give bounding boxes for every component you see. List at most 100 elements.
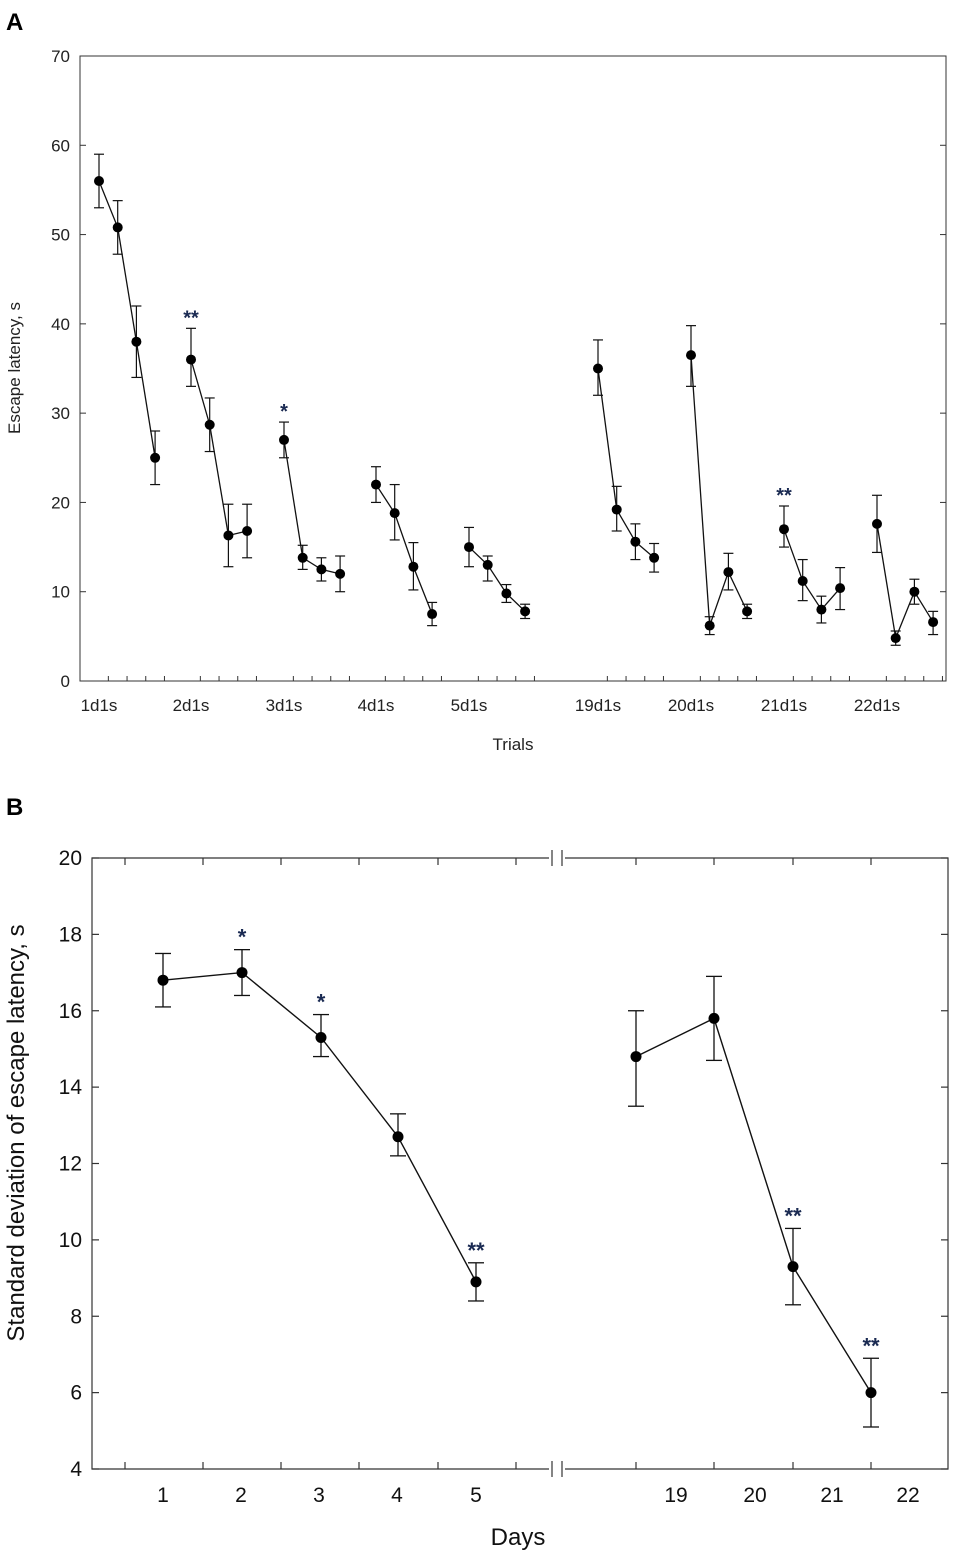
panel-b-series: ********: [155, 925, 880, 1428]
x-tick-label: 20d1s: [668, 696, 714, 715]
panel-a-y-axis-title: Escape latency, s: [5, 302, 24, 434]
data-point: [470, 1276, 482, 1288]
data-point: [890, 633, 901, 644]
data-point: [223, 530, 234, 541]
series-line-22d1s: [876, 523, 934, 641]
x-tick-label: 22: [896, 1484, 919, 1507]
x-tick-label: 5: [470, 1484, 482, 1507]
x-tick-label: 1: [157, 1484, 169, 1507]
data-point: [865, 1387, 877, 1399]
data-point: [157, 974, 169, 986]
panel-b-y-axis-title: Standard deviation of escape latency, s: [3, 924, 30, 1341]
y-tick-label: 30: [51, 404, 70, 423]
significance-mark: *: [317, 990, 326, 1015]
significance-mark: **: [784, 1203, 802, 1228]
panel-b-x-axis-title: Days: [491, 1524, 546, 1551]
data-point: [316, 564, 327, 575]
x-tick-label: 2: [235, 1484, 247, 1507]
y-tick-label: 16: [59, 1000, 82, 1023]
x-tick-label: 21d1s: [761, 696, 807, 715]
data-point: [593, 363, 603, 374]
data-point: [408, 561, 419, 572]
series-line-2d1s: [190, 359, 248, 537]
data-point: [150, 452, 161, 463]
data-point: [427, 609, 438, 620]
data-point: [464, 542, 474, 553]
data-point: [816, 604, 827, 615]
data-point: [482, 559, 493, 570]
series-line-1d1s: [98, 180, 156, 458]
data-point: [686, 350, 696, 361]
data-point: [389, 508, 400, 519]
data-point: [742, 606, 753, 617]
data-point: [630, 1051, 642, 1063]
panel-b-plot-frame: [91, 857, 949, 1470]
data-point: [708, 1012, 720, 1024]
significance-mark: **: [776, 485, 792, 507]
panel-a: A Trials Escape latency, s 0 10 20 30 40 50 60…: [5, 9, 947, 754]
y-tick-label: 20: [51, 493, 70, 512]
series-line-3d1s: [283, 439, 341, 575]
series-line-19d1s: [597, 368, 655, 559]
x-tick-label: 3d1s: [266, 696, 303, 715]
significance-mark: **: [862, 1333, 880, 1358]
data-point: [371, 479, 381, 490]
data-point: [242, 526, 253, 536]
x-tick-label: 20: [743, 1484, 766, 1507]
y-tick-label: 70: [51, 47, 70, 66]
data-point: [315, 1031, 327, 1043]
data-point: [872, 518, 882, 529]
data-point: [787, 1261, 799, 1273]
data-point: [611, 504, 622, 515]
panel-b: B Days Standard deviation of escape late…: [3, 794, 949, 1551]
data-point: [112, 222, 123, 233]
y-tick-label: 12: [59, 1153, 82, 1176]
x-tick-label: 4d1s: [358, 696, 395, 715]
significance-mark: **: [183, 307, 199, 329]
data-point: [501, 588, 512, 599]
y-tick-label: 0: [61, 672, 70, 691]
series-line-segment-2: [635, 1017, 872, 1393]
panel-b-x-ticks: 1 2 3 4 5 19 20 21 22: [124, 858, 920, 1507]
y-tick-label: 50: [51, 226, 70, 245]
y-tick-label: 60: [51, 136, 70, 155]
series-line-21d1s: [783, 528, 841, 611]
series-line-20d1s: [690, 355, 748, 626]
panel-a-x-ticks: 1d1s 2d1s 3d1s 4d1s 5d1s 19d1s 20d1s 21d1s 22d1s: [81, 676, 943, 715]
x-tick-label: 5d1s: [451, 696, 488, 715]
data-point: [131, 336, 142, 347]
significance-mark: *: [280, 401, 288, 423]
panel-b-y-ticks: 4 6 8 10 12 14 16 18 20: [59, 847, 948, 1481]
y-tick-label: 4: [70, 1458, 82, 1481]
x-tick-label: 4: [391, 1484, 403, 1507]
x-tick-label: 19: [664, 1484, 687, 1507]
data-point: [723, 567, 734, 578]
panel-a-x-axis-title: Trials: [493, 735, 534, 754]
y-tick-label: 8: [70, 1305, 82, 1328]
data-point: [779, 524, 789, 535]
data-point: [204, 419, 215, 430]
data-point: [704, 620, 715, 631]
y-tick-label: 14: [59, 1076, 83, 1099]
y-tick-label: 6: [70, 1382, 82, 1405]
axis-break-bottom: [549, 1464, 565, 1474]
data-point: [297, 552, 308, 563]
x-tick-label: 19d1s: [575, 696, 621, 715]
data-point: [335, 568, 346, 579]
x-tick-label: 21: [820, 1484, 843, 1507]
x-tick-label: 2d1s: [173, 696, 210, 715]
series-line-segment-1: [162, 971, 477, 1283]
data-point: [630, 536, 641, 547]
data-point: [186, 354, 196, 365]
data-point: [94, 176, 104, 186]
data-point: [928, 617, 939, 628]
data-point: [392, 1131, 404, 1143]
data-point: [649, 552, 660, 563]
significance-mark: **: [467, 1238, 485, 1263]
data-point: [236, 967, 248, 979]
axis-break-top: [549, 853, 565, 863]
data-point: [279, 434, 289, 445]
x-tick-label: 22d1s: [854, 696, 900, 715]
